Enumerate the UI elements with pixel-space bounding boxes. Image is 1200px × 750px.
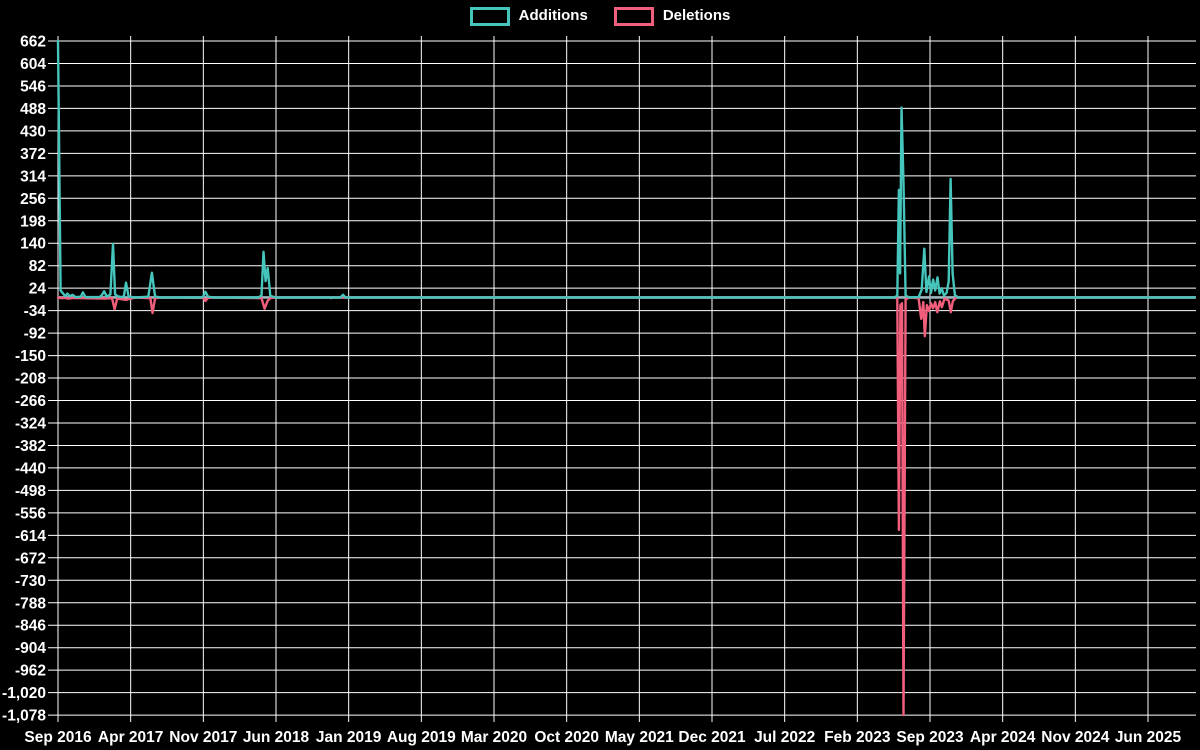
y-tick-label: 140 (20, 236, 46, 253)
y-tick-label: 82 (29, 258, 46, 275)
additions-line (56, 39, 1196, 299)
y-tick-label: -208 (15, 371, 46, 388)
y-tick-label: 546 (20, 78, 46, 95)
legend-label-additions: Additions (518, 7, 588, 24)
x-tick-label: Apr 2024 (970, 729, 1036, 746)
x-tick-label: Sep 2016 (24, 729, 92, 746)
chart-legend: Additions Deletions (0, 6, 1200, 26)
y-tick-label: 314 (20, 168, 46, 185)
y-tick-label: -556 (15, 505, 46, 522)
y-tick-label: -846 (15, 618, 46, 635)
x-tick-label: Aug 2019 (387, 729, 456, 746)
x-tick-label: May 2021 (605, 729, 674, 746)
y-tick-label: 372 (20, 146, 46, 163)
y-tick-label: 24 (29, 281, 47, 298)
y-tick-label: 488 (20, 101, 46, 118)
y-tick-label: 198 (20, 213, 46, 230)
y-tick-label: -1,078 (2, 708, 46, 725)
y-tick-label: -440 (15, 460, 46, 477)
x-tick-label: Mar 2020 (461, 729, 527, 746)
y-tick-label: -382 (15, 438, 46, 455)
y-tick-label: -672 (15, 550, 46, 567)
x-tick-label: Sep 2023 (896, 729, 964, 746)
x-tick-label: Jun 2025 (1115, 729, 1182, 746)
deletions-line (56, 296, 1196, 717)
y-tick-label: 604 (20, 56, 46, 73)
x-tick-label: Feb 2023 (824, 729, 891, 746)
y-tick-label: -904 (15, 640, 46, 657)
x-tick-label: Oct 2020 (534, 729, 599, 746)
x-tick-label: Nov 2017 (169, 729, 237, 746)
x-tick-label: Apr 2017 (98, 729, 163, 746)
y-tick-label: 662 (20, 34, 46, 51)
y-tick-label: -730 (15, 573, 46, 590)
additions-swatch-icon (469, 6, 510, 26)
y-tick-label: -498 (15, 483, 46, 500)
y-tick-label: -1,020 (2, 685, 46, 702)
y-tick-label: -324 (15, 415, 46, 432)
y-tick-label: -962 (15, 663, 46, 680)
x-tick-label: Dec 2021 (678, 729, 746, 746)
y-tick-label: 256 (20, 191, 46, 208)
y-tick-label: -150 (15, 348, 46, 365)
legend-item-deletions[interactable]: Deletions (613, 6, 731, 26)
x-tick-label: Nov 2024 (1041, 729, 1109, 746)
y-tick-label: 430 (20, 123, 46, 140)
deletions-swatch-icon (613, 6, 654, 26)
x-tick-label: Jan 2019 (316, 729, 382, 746)
y-tick-label: -34 (24, 303, 47, 320)
y-tick-label: -266 (15, 393, 46, 410)
x-tick-label: Jun 2018 (243, 729, 310, 746)
y-tick-label: -788 (15, 595, 46, 612)
x-tick-label: Jul 2022 (754, 729, 815, 746)
legend-item-additions[interactable]: Additions (469, 6, 588, 26)
y-tick-label: -92 (24, 326, 46, 343)
y-tick-label: -614 (15, 528, 46, 545)
legend-label-deletions: Deletions (662, 7, 731, 24)
